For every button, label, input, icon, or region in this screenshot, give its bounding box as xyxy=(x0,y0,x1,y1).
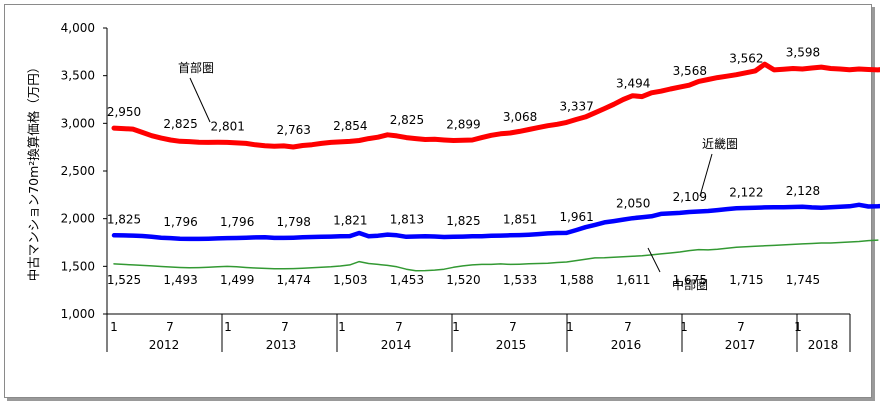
x-month-label: 1 xyxy=(110,320,118,334)
x-month-label: 7 xyxy=(166,320,174,334)
data-label: 1,851 xyxy=(503,212,537,226)
y-tick-label: 1,000 xyxy=(61,307,95,321)
x-year-label: 2018 xyxy=(808,338,839,352)
series-leader-line xyxy=(699,153,713,197)
data-label: 2,050 xyxy=(616,197,650,211)
x-month-label: 7 xyxy=(624,320,632,334)
data-label: 1,715 xyxy=(729,273,763,287)
data-label: 3,494 xyxy=(616,77,650,91)
y-tick-label: 3,000 xyxy=(61,116,95,130)
data-label: 2,854 xyxy=(333,119,367,133)
data-label: 2,128 xyxy=(786,184,820,198)
y-tick-label: 1,500 xyxy=(61,259,95,273)
data-label: 1,796 xyxy=(220,215,254,229)
data-label: 3,337 xyxy=(559,99,593,113)
x-month-label: 1 xyxy=(452,320,460,334)
data-label: 1,588 xyxy=(559,273,593,287)
y-tick-label: 4,000 xyxy=(61,21,95,35)
x-month-label: 1 xyxy=(224,320,232,334)
data-label: 3,568 xyxy=(673,64,707,78)
data-label: 1,961 xyxy=(559,210,593,224)
data-label: 2,109 xyxy=(673,190,707,204)
data-label: 3,068 xyxy=(503,110,537,124)
series-leader-line xyxy=(647,247,661,273)
data-label: 1,611 xyxy=(616,273,650,287)
y-tick-label: 2,500 xyxy=(61,164,95,178)
x-year-label: 2017 xyxy=(725,338,756,352)
series-leader-line xyxy=(189,77,211,123)
data-label: 1,796 xyxy=(163,215,197,229)
x-month-label: 7 xyxy=(281,320,289,334)
chart-frame xyxy=(4,4,872,398)
data-label: 1,525 xyxy=(107,273,141,287)
series-name-label: 首部圏 xyxy=(178,60,214,75)
series-name-label: 中部圏 xyxy=(672,277,708,292)
y-tick-label: 2,000 xyxy=(61,212,95,226)
data-label: 3,598 xyxy=(786,46,820,60)
x-year-label: 2016 xyxy=(611,338,642,352)
x-month-label: 7 xyxy=(737,320,745,334)
data-label: 1,493 xyxy=(163,273,197,287)
data-label: 2,950 xyxy=(107,105,141,119)
data-label: 1,813 xyxy=(390,212,424,226)
series-line-1 xyxy=(111,202,880,242)
data-label: 1,533 xyxy=(503,273,537,287)
x-month-label: 1 xyxy=(338,320,346,334)
y-tick-label: 3,500 xyxy=(61,69,95,83)
x-year-label: 2015 xyxy=(496,338,527,352)
data-label: 2,763 xyxy=(277,123,311,137)
data-label: 1,474 xyxy=(277,273,311,287)
y-axis-title: 中古マンション70m²換算価格（万円） xyxy=(26,61,41,282)
series-name-label: 近畿圏 xyxy=(702,137,738,151)
x-month-label: 1 xyxy=(794,320,802,334)
data-label: 1,825 xyxy=(446,214,480,228)
x-month-label: 1 xyxy=(680,320,688,334)
data-label: 1,453 xyxy=(390,273,424,287)
data-label: 1,821 xyxy=(333,213,367,227)
data-label: 1,798 xyxy=(277,215,311,229)
data-label: 1,503 xyxy=(333,273,367,287)
data-label: 2,825 xyxy=(390,113,424,127)
data-label: 2,825 xyxy=(163,117,197,131)
data-label: 2,122 xyxy=(729,185,763,199)
x-year-label: 2014 xyxy=(381,338,412,352)
x-year-label: 2012 xyxy=(149,338,180,352)
x-month-label: 1 xyxy=(566,320,574,334)
series-line-2 xyxy=(113,239,879,272)
x-month-label: 7 xyxy=(395,320,403,334)
data-label: 3,562 xyxy=(729,52,763,66)
data-label: 2,899 xyxy=(446,117,480,131)
series-line-0 xyxy=(111,61,880,150)
data-label: 2,801 xyxy=(211,119,245,133)
data-label: 1,499 xyxy=(220,273,254,287)
data-label: 1,520 xyxy=(446,273,480,287)
data-label: 1,675 xyxy=(673,273,707,287)
x-month-label: 7 xyxy=(509,320,517,334)
x-year-label: 2013 xyxy=(266,338,297,352)
data-label: 1,745 xyxy=(786,273,820,287)
data-label: 1,825 xyxy=(107,212,141,226)
